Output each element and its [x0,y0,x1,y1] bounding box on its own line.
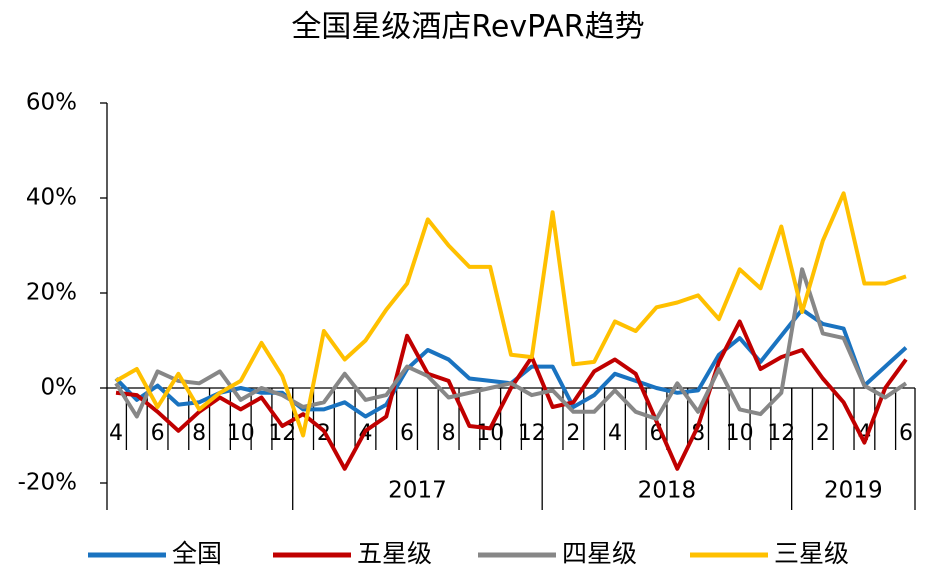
x-tick-label: 8 [192,421,206,446]
x-tick-label: 2 [816,421,830,446]
x-tick-label: 2 [566,421,580,446]
series-line [115,319,908,471]
y-tick-label: 40% [26,185,77,211]
y-tick-label: -20% [18,470,77,496]
x-tick-label: 12 [767,421,795,446]
legend-label: 三星级 [774,539,849,568]
x-tick-label: 12 [518,421,546,446]
y-tick-label: 20% [26,280,77,306]
chart-title: 全国星级酒店RevPAR趋势 [291,10,644,45]
x-tick-label: 8 [442,421,456,446]
y-tick-label: 60% [26,90,77,116]
legend-label: 五星级 [357,539,432,568]
x-tick-label: 8 [691,421,705,446]
y-tick-label: 0% [41,375,78,401]
legend-label: 四星级 [562,539,637,568]
series-line [115,191,907,438]
x-tick-label: 4 [109,421,123,446]
group-label: 2019 [824,478,883,504]
x-tick-label: 6 [400,421,414,446]
x-tick-label: 4 [608,421,622,446]
x-tick-label: 10 [227,421,255,446]
x-tick-label: 10 [726,421,754,446]
legend-label: 全国 [172,539,222,568]
group-label: 2018 [638,478,697,504]
series-line [114,267,908,421]
x-tick-label: 6 [899,421,913,446]
group-label: 2017 [388,478,447,504]
x-tick-label: 6 [151,421,165,446]
